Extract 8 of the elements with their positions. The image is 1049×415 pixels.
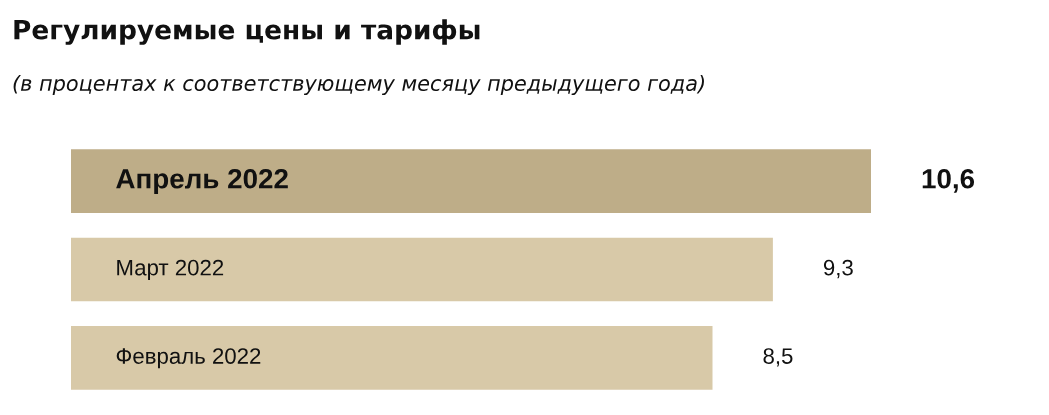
y-tick-label: Апрель 2022 — [116, 168, 288, 195]
chart-subtitle: (в процентах к соответствующему месяцу предыдущего года) — [13, 74, 704, 96]
data-label: 8,5 — [763, 348, 793, 367]
y-tick-label: Февраль 2022 — [116, 348, 261, 369]
data-label: 9,3 — [823, 259, 853, 279]
y-tick-label: Март 2022 — [117, 259, 224, 280]
data-label: 10,6 — [922, 168, 975, 193]
chart-title: Регулируемые цены и тарифы — [14, 19, 480, 45]
